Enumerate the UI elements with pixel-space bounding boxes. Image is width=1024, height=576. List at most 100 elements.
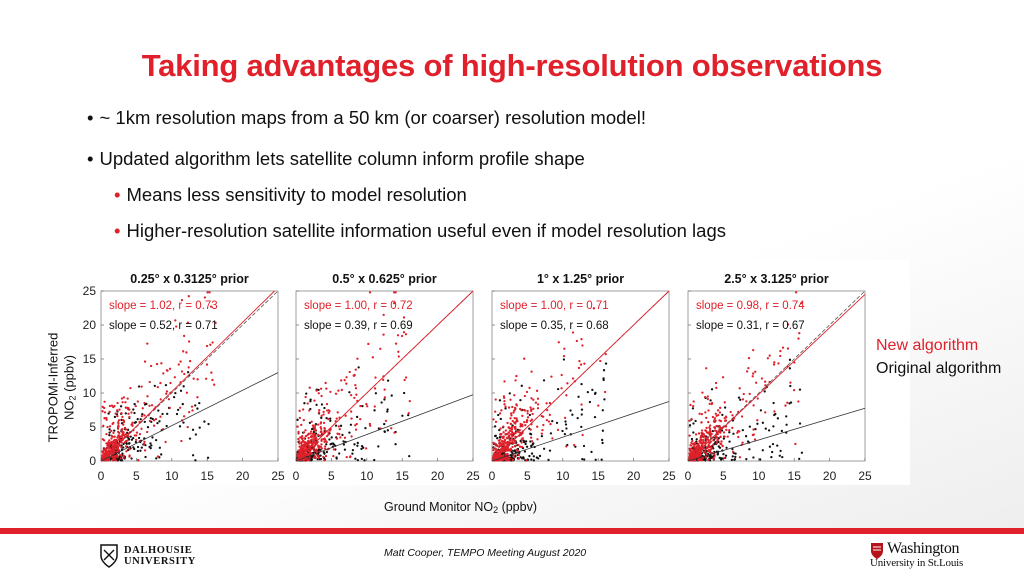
new-algorithm-point [122,433,125,437]
new-algorithm-point [712,420,716,423]
new-algorithm-point [693,456,696,459]
original-algorithm-point [373,409,376,412]
new-algorithm-point [112,431,115,435]
new-algorithm-point [688,419,691,422]
original-algorithm-point [582,444,586,448]
original-algorithm-point [188,437,192,440]
new-algorithm-point [517,443,520,447]
original-algorithm-point [732,432,735,435]
new-algorithm-point [523,420,526,424]
original-algorithm-point [203,420,206,423]
original-algorithm-point [713,450,716,454]
new-algorithm-point [706,397,710,401]
new-algorithm-point [505,436,509,439]
original-algorithm-point [524,440,528,443]
original-algorithm-point [134,440,138,444]
new-algorithm-point [365,447,368,450]
new-algorithm-point [303,440,306,444]
new-algorithm-point [692,404,695,408]
new-algorithm-point [498,454,501,458]
new-algorithm-point [192,377,195,380]
original-algorithm-point [494,425,497,428]
new-algorithm-point [523,394,527,398]
new-algorithm-point [517,457,520,460]
new-algorithm-point [722,431,726,434]
new-algorithm-point [104,448,107,451]
original-algorithm-point [312,430,316,434]
original-algorithm-point [752,456,755,459]
original-algorithm-point [166,412,169,416]
new-algorithm-point [500,409,503,412]
new-algorithm-point [718,419,721,422]
new-algorithm-point [348,370,351,374]
original-algorithm-point [341,433,344,437]
new-algorithm-point [512,456,516,459]
original-algorithm-point [692,431,695,434]
original-algorithm-point [364,426,367,430]
new-algorithm-point [548,401,552,405]
new-algorithm-point [699,438,703,441]
original-algorithm-point [734,452,737,455]
original-algorithm-point [708,459,712,462]
original-algorithm-point [320,403,324,406]
new-algorithm-point [509,429,512,433]
x-tick-label: 15 [396,469,410,483]
new-algorithm-point [703,441,707,444]
new-algorithm-point [518,431,521,434]
original-algorithm-point [519,399,522,402]
new-algorithm-point [713,455,716,458]
footer-accent-bar [0,528,1024,534]
new-algorithm-point [143,442,146,446]
new-algorithm-point [317,392,320,395]
original-algorithm-point [498,399,502,402]
new-algorithm-point [187,366,190,369]
new-algorithm-point [323,459,326,462]
new-algorithm-point [513,427,517,430]
new-algorithm-point [108,425,112,428]
new-algorithm-point [718,406,722,409]
new-algorithm-point [702,450,705,453]
new-algorithm-point [700,412,704,416]
original-algorithm-point [724,454,728,457]
new-algorithm-point [304,434,308,438]
original-algorithm-point [191,454,195,457]
original-algorithm-point [756,422,759,425]
new-algorithm-point [702,435,705,439]
x-tick-label: 15 [788,469,802,483]
original-algorithm-point [136,449,139,453]
original-algorithm-point [329,443,332,446]
x-tick-label: 20 [236,469,250,483]
new-algorithm-point [120,412,123,415]
original-algorithm-point [737,396,741,399]
original-algorithm-point [691,407,695,410]
original-algorithm-point [728,431,731,434]
new-algorithm-point [752,404,755,407]
new-algorithm-point [183,372,186,376]
new-algorithm-point [517,453,521,456]
new-algorithm-point [106,425,109,429]
original-algorithm-point [182,421,185,424]
new-algorithm-point [501,446,504,449]
new-algorithm-point [562,354,566,358]
new-algorithm-point [505,433,509,436]
new-algorithm-point [379,347,382,350]
original-algorithm-point [108,434,111,437]
new-algorithm-point [524,424,527,427]
original-algorithm-point [763,390,766,393]
new-algorithm-point [118,431,121,435]
original-algorithm-point [349,423,353,426]
original-algorithm-point [342,443,346,446]
original-algorithm-point [360,444,364,448]
new-algorithm-point [742,392,745,396]
original-algorithm-point [525,445,529,448]
new-algorithm-point [529,419,532,423]
new-algorithm-point [384,419,388,423]
new-algorithm-point [118,444,121,447]
new-algorithm-point [525,390,529,394]
new-algorithm-point [692,445,695,448]
new-algorithm-point [185,391,189,394]
new-algorithm-point [383,396,387,399]
new-algorithm-point [499,444,502,447]
original-algorithm-point [532,455,535,458]
new-algorithm-point [182,334,186,338]
